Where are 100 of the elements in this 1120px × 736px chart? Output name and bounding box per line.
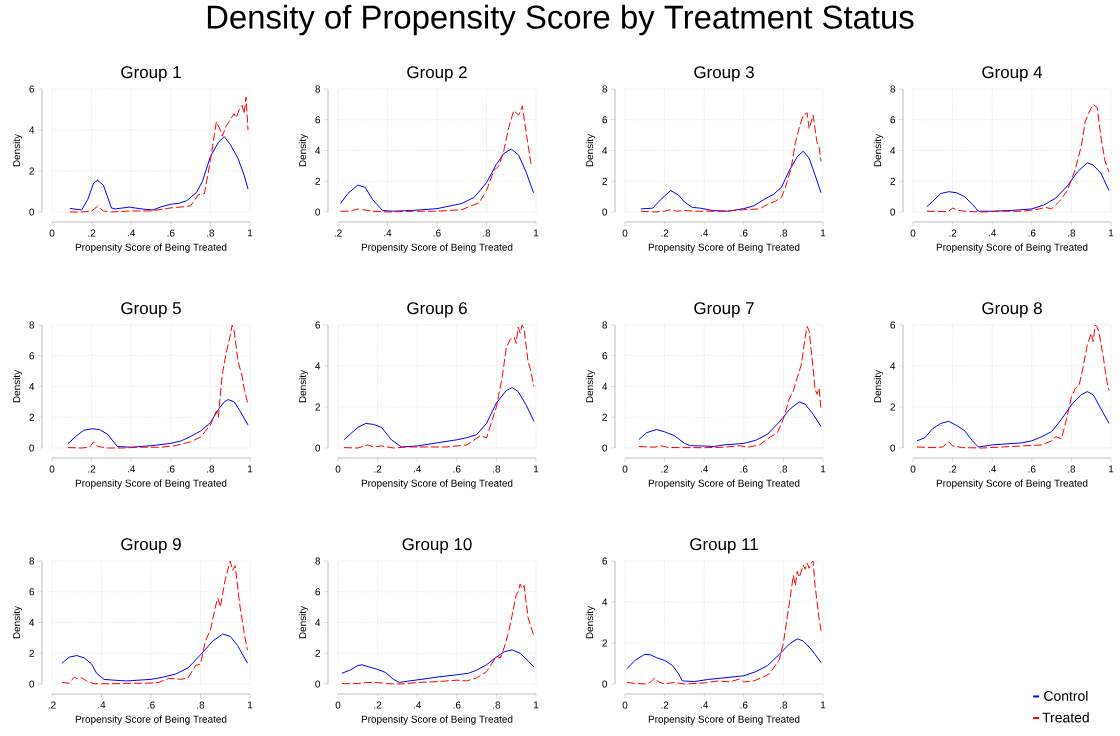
chart-title: Group 10 [402, 538, 472, 554]
text: Density of Propensity Score by Treatment Status [207, 4, 914, 36]
y-tick-label: 4 [602, 598, 608, 606]
y-tick-label: 8 [602, 321, 608, 329]
line-series [638, 401, 822, 447]
y-tick-label: 0 [29, 680, 35, 688]
x-tick-label: 1 [248, 465, 253, 473]
y-axis-title: Density [585, 369, 596, 403]
x-axis-title: Propensity Score of Being Treated [361, 243, 513, 253]
chart-title: Group 5 [121, 302, 181, 318]
line-series [926, 162, 1110, 212]
x-tick-label: .2 [334, 229, 342, 237]
y-tick-label: 8 [29, 321, 35, 329]
x-tick-label: .2 [48, 701, 56, 709]
y-tick-label: 2 [315, 403, 320, 411]
y-tick-label: 0 [315, 208, 321, 216]
line-series [69, 96, 249, 213]
line-series [626, 638, 822, 683]
y-tick-label: 0 [602, 444, 608, 452]
y-tick-label: 6 [602, 116, 608, 124]
x-tick-label: .8 [493, 701, 501, 709]
y-axis-title: Density [585, 605, 596, 639]
x-tick-label: .4 [988, 465, 997, 473]
x-tick-label: 0 [49, 465, 55, 473]
line-series [916, 324, 1110, 449]
x-tick-label: 0 [49, 229, 55, 237]
y-tick-label: 2 [29, 167, 34, 175]
x-axis-title: Propensity Score of Being Treated [75, 479, 227, 489]
y-tick-label: 2 [602, 177, 607, 185]
y-tick-label: 4 [890, 147, 896, 154]
x-tick-label: 1 [821, 229, 826, 237]
x-tick-label: .6 [453, 465, 461, 473]
chart-title: Group 11 [690, 538, 758, 554]
line-series [626, 560, 822, 685]
x-tick-label: .4 [127, 465, 136, 473]
x-tick-label: .4 [413, 701, 422, 709]
y-tick-label: 8 [29, 557, 35, 565]
x-tick-label: .8 [780, 229, 788, 237]
y-tick-label: 4 [315, 619, 321, 626]
x-tick-label: .8 [780, 701, 788, 709]
x-tick-label: .2 [661, 229, 669, 237]
x-tick-label: .8 [207, 229, 215, 237]
y-tick-label: 2 [890, 177, 895, 185]
x-tick-label: .8 [1068, 465, 1076, 473]
y-axis-title: Density [12, 133, 23, 167]
x-tick-label: 1 [248, 229, 253, 237]
y-tick-label: 6 [29, 85, 35, 93]
y-tick-label: 4 [315, 362, 321, 370]
y-tick-label: 0 [890, 208, 896, 216]
x-tick-label: .8 [207, 465, 215, 473]
x-axis-title: Propensity Score of Being Treated [648, 715, 800, 725]
y-tick-label: 4 [890, 362, 896, 370]
x-axis-title: Propensity Score of Being Treated [648, 479, 800, 489]
line-series [69, 136, 249, 211]
x-tick-label: 0 [335, 701, 341, 709]
legend-label: Treated [1042, 712, 1089, 723]
x-tick-label: .4 [413, 465, 422, 473]
y-axis-title: Density [298, 369, 309, 403]
x-tick-label: 0 [622, 465, 628, 473]
line-series [67, 399, 249, 448]
x-axis-title: Propensity Score of Being Treated [648, 243, 800, 253]
y-tick-label: 6 [602, 352, 608, 360]
y-tick-label: 2 [29, 649, 34, 657]
x-tick-label: 1 [533, 229, 539, 237]
y-tick-label: 8 [602, 85, 608, 93]
y-tick-label: 4 [29, 383, 35, 390]
y-tick-label: 4 [29, 619, 35, 626]
y-tick-label: 6 [890, 116, 896, 124]
line-series [916, 391, 1110, 448]
chart-title: Group 4 [982, 66, 1043, 82]
x-tick-label: .6 [453, 701, 461, 709]
line-series [638, 326, 822, 449]
y-tick-label: 4 [602, 147, 608, 154]
x-tick-label: 0 [910, 229, 916, 237]
x-axis-title: Propensity Score of Being Treated [936, 479, 1088, 489]
y-axis-title: Density [12, 605, 23, 639]
x-tick-label: .4 [700, 229, 709, 237]
line-series [61, 560, 249, 685]
x-axis-title: Propensity Score of Being Treated [75, 243, 227, 253]
y-tick-label: 0 [602, 208, 608, 216]
x-axis-title: Propensity Score of Being Treated [361, 479, 513, 489]
y-tick-label: 6 [602, 557, 608, 565]
x-tick-label: 1 [1109, 229, 1114, 237]
x-tick-label: .2 [949, 229, 957, 237]
y-tick-label: 2 [602, 639, 607, 647]
y-tick-label: 6 [315, 116, 321, 124]
y-tick-label: 2 [602, 413, 607, 421]
y-tick-label: 6 [29, 352, 35, 360]
y-tick-label: 6 [29, 588, 35, 596]
x-tick-label: 0 [335, 465, 341, 473]
x-tick-label: .4 [700, 701, 709, 709]
y-tick-label: 0 [890, 444, 896, 452]
x-tick-label: 1 [534, 465, 539, 473]
y-tick-label: 0 [315, 680, 321, 688]
x-tick-label: .2 [88, 465, 96, 473]
line-series [339, 105, 532, 213]
x-tick-label: .6 [167, 229, 175, 237]
y-axis-title: Density [298, 133, 309, 167]
x-tick-label: .8 [483, 229, 491, 237]
x-tick-label: .2 [661, 465, 669, 473]
